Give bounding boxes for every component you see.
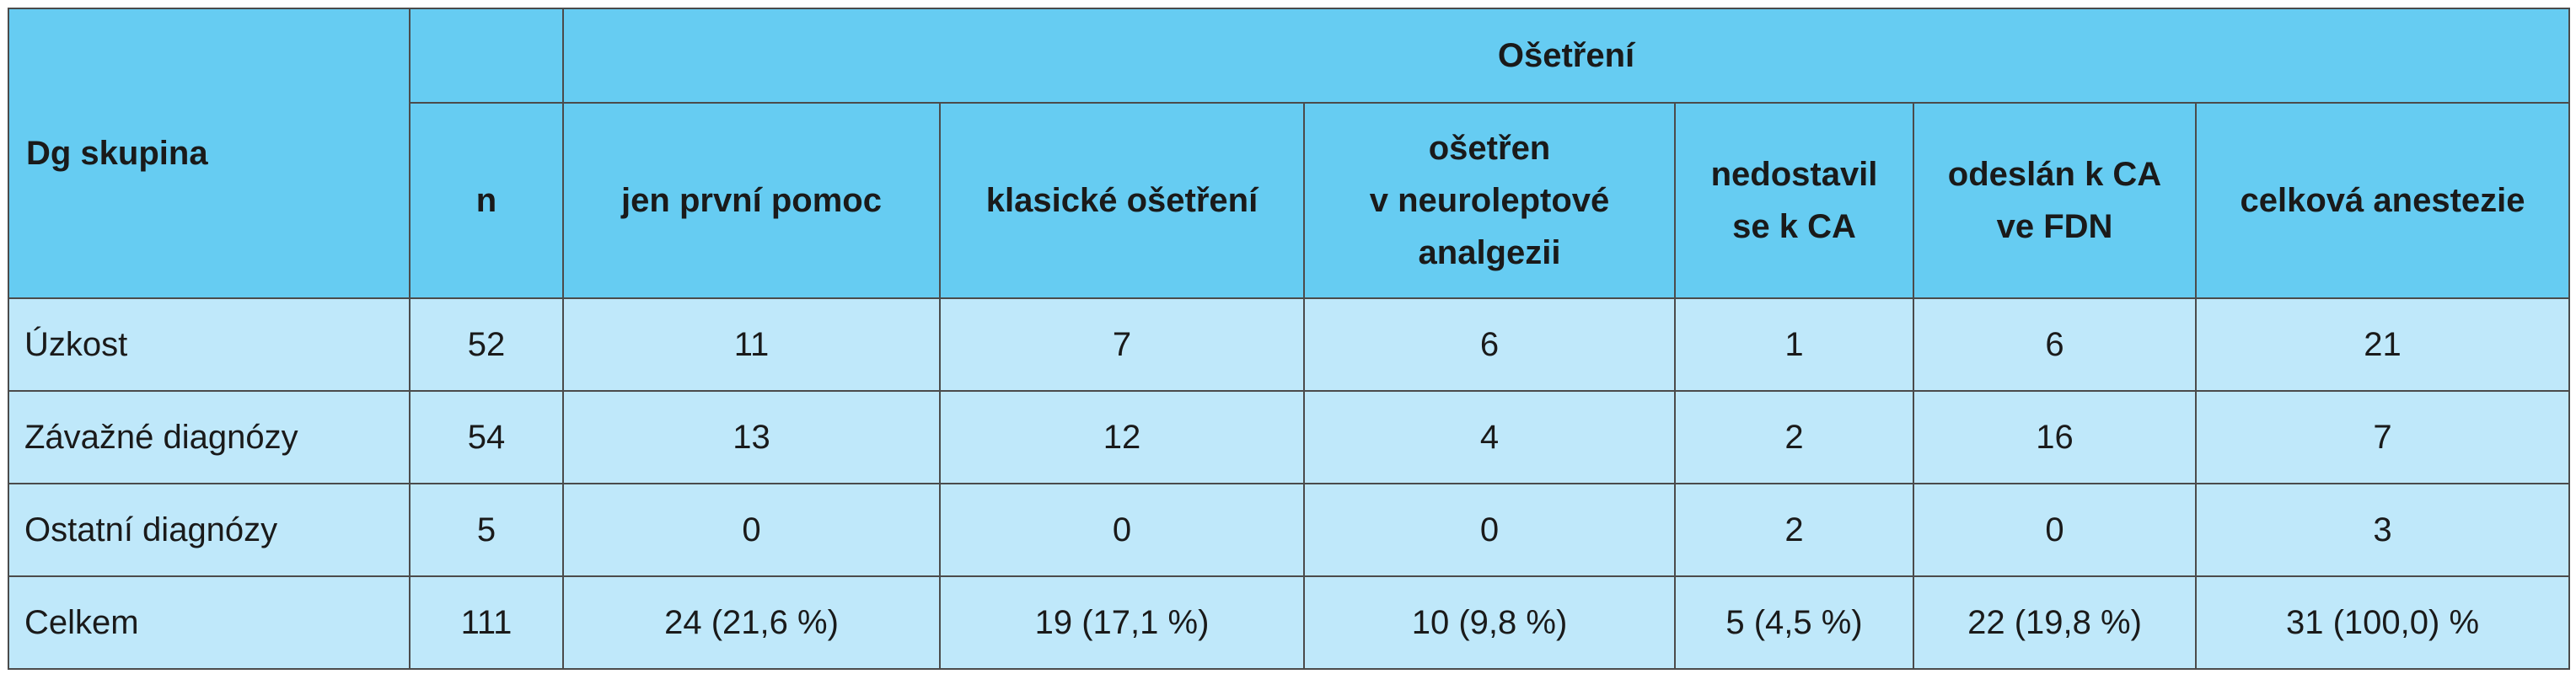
table-row: Závažné diagnózy 54 13 12 4 2 16 7 bbox=[8, 390, 2571, 484]
blank-header-cell bbox=[409, 8, 564, 104]
value-cell: 7 bbox=[2194, 390, 2571, 484]
value-cell: 11 bbox=[562, 297, 941, 392]
table-row: Úzkost 52 11 7 6 1 6 21 bbox=[8, 297, 2571, 392]
value-cell: 2 bbox=[1674, 483, 1914, 577]
value-cell: 0 bbox=[1303, 483, 1676, 577]
n-header: n bbox=[409, 102, 564, 299]
treatment-header-line: analgezii bbox=[1418, 234, 1561, 271]
treatment-header-line: se k CA bbox=[1732, 208, 1856, 245]
value-cell: 13 bbox=[562, 390, 941, 484]
value-cell: 21 bbox=[2194, 297, 2571, 392]
n-cell: 5 bbox=[409, 483, 564, 577]
value-cell: 12 bbox=[939, 390, 1305, 484]
treatment-header: klasické ošetření bbox=[939, 102, 1305, 299]
treatment-header-line: ošetřen bbox=[1428, 130, 1551, 167]
n-cell: 111 bbox=[409, 575, 564, 670]
treatment-header-line: ve FDN bbox=[1996, 208, 2113, 245]
value-cell: 6 bbox=[1913, 297, 2197, 392]
row-label: Celkem bbox=[8, 575, 411, 670]
value-cell: 16 bbox=[1913, 390, 2197, 484]
dg-group-header: Dg skupina bbox=[8, 8, 411, 299]
treatment-header-line: klasické ošetření bbox=[985, 182, 1258, 219]
treatment-group-header: Ošetření bbox=[561, 8, 2571, 104]
value-cell: 0 bbox=[1913, 483, 2197, 577]
n-cell: 54 bbox=[409, 390, 564, 484]
header-row-top: Dg skupina Ošetření bbox=[8, 8, 2571, 299]
value-cell: 5 (4,5 %) bbox=[1674, 575, 1914, 670]
value-cell: 7 bbox=[939, 297, 1305, 392]
value-cell: 1 bbox=[1674, 297, 1914, 392]
n-cell: 52 bbox=[409, 297, 564, 392]
treatment-header: nedostavil se k CA bbox=[1674, 102, 1914, 299]
value-cell: 19 (17,1 %) bbox=[939, 575, 1305, 670]
row-label: Ostatní diagnózy bbox=[8, 483, 411, 577]
value-cell: 6 bbox=[1303, 297, 1676, 392]
table-row-total: Celkem 111 24 (21,6 %) 19 (17,1 %) 10 (9… bbox=[8, 575, 2571, 670]
header-row-sub: n jen první pomoc klasické ošetření ošet… bbox=[8, 102, 2571, 299]
table-row: Ostatní diagnózy 5 0 0 0 2 0 3 bbox=[8, 483, 2571, 577]
value-cell: 31 (100,0) % bbox=[2194, 575, 2571, 670]
treatment-header: odeslán k CA ve FDN bbox=[1913, 102, 2197, 299]
value-cell: 4 bbox=[1303, 390, 1676, 484]
value-cell: 3 bbox=[2194, 483, 2571, 577]
treatment-header-line: v neuroleptové bbox=[1369, 182, 1610, 219]
value-cell: 2 bbox=[1674, 390, 1914, 484]
treatment-header: ošetřen v neuroleptové analgezii bbox=[1303, 102, 1676, 299]
row-label: Úzkost bbox=[8, 297, 411, 392]
treatment-header: jen první pomoc bbox=[562, 102, 941, 299]
treatment-header-line: odeslán k CA bbox=[1947, 156, 2162, 193]
treatment-header-line: nedostavil bbox=[1710, 156, 1878, 193]
value-cell: 0 bbox=[939, 483, 1305, 577]
value-cell: 24 (21,6 %) bbox=[562, 575, 941, 670]
treatment-header: celková anestezie bbox=[2194, 102, 2571, 299]
treatment-header-line: celková anestezie bbox=[2240, 182, 2525, 219]
row-label: Závažné diagnózy bbox=[8, 390, 411, 484]
value-cell: 10 (9,8 %) bbox=[1303, 575, 1676, 670]
value-cell: 22 (19,8 %) bbox=[1913, 575, 2197, 670]
treatment-table: Dg skupina Ošetření n jen první pomoc kl… bbox=[8, 8, 2571, 670]
value-cell: 0 bbox=[562, 483, 941, 577]
treatment-header-line: jen první pomoc bbox=[621, 182, 882, 219]
